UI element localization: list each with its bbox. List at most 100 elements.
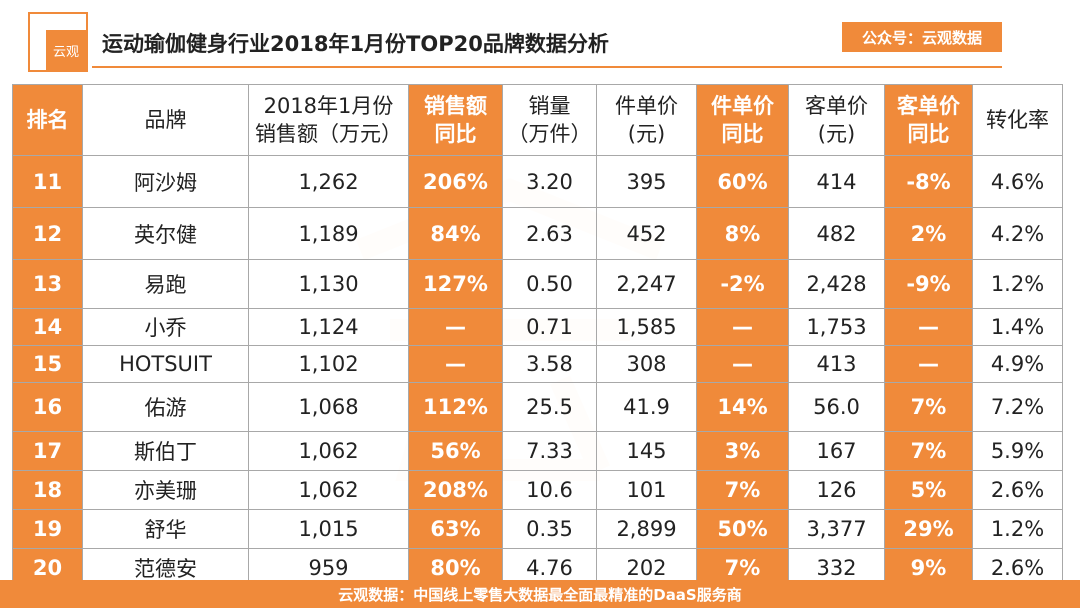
cell-unit-price: 41.9 — [596, 382, 697, 432]
cell-rank: 15 — [12, 345, 83, 383]
cell-unit-price-yoy: 60% — [696, 155, 789, 208]
cell-brand: 舒华 — [82, 509, 249, 549]
cell-volume: 2.63 — [502, 207, 597, 260]
header-row: 排名 品牌 2018年1月份 销售额（万元） 销售额 同比 销量 （万件） 件单价 (元… — [12, 84, 1063, 156]
cell-sales-yoy: — — [408, 308, 503, 346]
cell-cust-price: 56.0 — [788, 382, 885, 432]
header-cust-price-yoy-line1: 客单价 — [897, 94, 960, 118]
cell-cust-price: 126 — [788, 470, 885, 510]
cell-brand: 斯伯丁 — [82, 431, 249, 471]
table-row: 17 斯伯丁 1,062 56% 7.33 145 3% 167 7% 5.9% — [12, 431, 1063, 471]
brand-data-table: 排名 品牌 2018年1月份 销售额（万元） 销售额 同比 销量 （万件） 件单价 (元… — [12, 84, 1063, 588]
cell-conversion: 5.9% — [972, 431, 1063, 471]
cell-cust-price-yoy: 29% — [884, 509, 973, 549]
header-sales-line2: 销售额（万元） — [255, 122, 402, 146]
cell-brand: 佑游 — [82, 382, 249, 432]
cell-unit-price-yoy: — — [696, 308, 789, 346]
cell-cust-price: 2,428 — [788, 259, 885, 309]
cell-brand: HOTSUIT — [82, 345, 249, 383]
table-row: 18 亦美珊 1,062 208% 10.6 101 7% 126 5% 2.6… — [12, 470, 1063, 510]
cell-brand: 小乔 — [82, 308, 249, 346]
table-row: 14 小乔 1,124 — 0.71 1,585 — 1,753 — 1.4% — [12, 308, 1063, 346]
logo-frame — [28, 12, 88, 72]
cell-volume: 3.20 — [502, 155, 597, 208]
cell-sales-yoy: 206% — [408, 155, 503, 208]
table-row: 15 HOTSUIT 1,102 — 3.58 308 — 413 — 4.9% — [12, 345, 1063, 383]
cell-volume: 0.50 — [502, 259, 597, 309]
table-row: 13 易跑 1,130 127% 0.50 2,247 -2% 2,428 -9… — [12, 259, 1063, 309]
header-rank: 排名 — [12, 84, 83, 156]
table-row: 19 舒华 1,015 63% 0.35 2,899 50% 3,377 29%… — [12, 509, 1063, 549]
header-unit-price: 件单价 (元) — [596, 84, 697, 156]
header-volume-line2: （万件） — [507, 122, 592, 146]
cell-cust-price-yoy: — — [884, 308, 973, 346]
cell-cust-price-yoy: — — [884, 345, 973, 383]
footer-banner: 云观数据：中国线上零售大数据最全面最精准的DaaS服务商 — [0, 580, 1080, 608]
page-title: 运动瑜伽健身行业2018年1月份TOP20品牌数据分析 — [102, 32, 609, 56]
cell-unit-price: 452 — [596, 207, 697, 260]
header-sales-yoy-line1: 销售额 — [424, 94, 487, 118]
cell-conversion: 4.6% — [972, 155, 1063, 208]
cell-volume: 0.71 — [502, 308, 597, 346]
cell-cust-price-yoy: 7% — [884, 382, 973, 432]
cell-unit-price-yoy: -2% — [696, 259, 789, 309]
header-cust-price: 客单价 (元) — [788, 84, 885, 156]
cell-unit-price: 2,899 — [596, 509, 697, 549]
cell-sales: 1,062 — [248, 470, 409, 510]
header-volume-line1: 销量 — [528, 94, 571, 118]
header-unit-price-line2: (元) — [627, 122, 666, 146]
cell-cust-price: 3,377 — [788, 509, 885, 549]
cell-sales: 1,102 — [248, 345, 409, 383]
cell-sales: 1,189 — [248, 207, 409, 260]
header-brand: 品牌 — [82, 84, 249, 156]
cell-sales-yoy: 56% — [408, 431, 503, 471]
cell-sales: 1,262 — [248, 155, 409, 208]
cell-brand: 阿沙姆 — [82, 155, 249, 208]
cell-cust-price: 167 — [788, 431, 885, 471]
cell-volume: 25.5 — [502, 382, 597, 432]
header-unit-price-yoy-line1: 件单价 — [711, 94, 774, 118]
header-unit-price-yoy-line2: 同比 — [721, 122, 764, 146]
cell-brand: 英尔健 — [82, 207, 249, 260]
cell-unit-price-yoy: 8% — [696, 207, 789, 260]
cell-cust-price-yoy: 5% — [884, 470, 973, 510]
cell-cust-price: 414 — [788, 155, 885, 208]
header-sales-yoy-line2: 同比 — [434, 122, 477, 146]
cell-rank: 19 — [12, 509, 83, 549]
cell-rank: 12 — [12, 207, 83, 260]
cell-cust-price: 1,753 — [788, 308, 885, 346]
cell-cust-price-yoy: -8% — [884, 155, 973, 208]
cell-sales-yoy: 63% — [408, 509, 503, 549]
cell-sales: 1,015 — [248, 509, 409, 549]
cell-cust-price: 413 — [788, 345, 885, 383]
logo-text: 云观 — [52, 44, 79, 60]
cell-rank: 11 — [12, 155, 83, 208]
cell-conversion: 4.9% — [972, 345, 1063, 383]
header-conversion: 转化率 — [972, 84, 1063, 156]
cell-sales: 1,124 — [248, 308, 409, 346]
cell-volume: 7.33 — [502, 431, 597, 471]
wechat-badge: 公众号：云观数据 — [842, 22, 1002, 52]
cell-sales: 1,130 — [248, 259, 409, 309]
cell-sales-yoy: — — [408, 345, 503, 383]
cell-unit-price: 395 — [596, 155, 697, 208]
cell-sales-yoy: 84% — [408, 207, 503, 260]
cell-cust-price-yoy: 2% — [884, 207, 973, 260]
cell-unit-price: 2,247 — [596, 259, 697, 309]
cell-rank: 13 — [12, 259, 83, 309]
cell-sales-yoy: 112% — [408, 382, 503, 432]
cell-conversion: 2.6% — [972, 470, 1063, 510]
cell-brand: 易跑 — [82, 259, 249, 309]
cell-cust-price-yoy: -9% — [884, 259, 973, 309]
table-row: 16 佑游 1,068 112% 25.5 41.9 14% 56.0 7% 7… — [12, 382, 1063, 432]
cell-conversion: 1.2% — [972, 509, 1063, 549]
cell-unit-price-yoy: 7% — [696, 470, 789, 510]
cell-volume: 3.58 — [502, 345, 597, 383]
cell-sales-yoy: 127% — [408, 259, 503, 309]
header-cust-price-line1: 客单价 — [805, 94, 868, 118]
cell-unit-price-yoy: 3% — [696, 431, 789, 471]
cell-conversion: 4.2% — [972, 207, 1063, 260]
cell-volume: 10.6 — [502, 470, 597, 510]
header-unit-price-line1: 件单价 — [615, 94, 678, 118]
header-volume: 销量 （万件） — [502, 84, 597, 156]
